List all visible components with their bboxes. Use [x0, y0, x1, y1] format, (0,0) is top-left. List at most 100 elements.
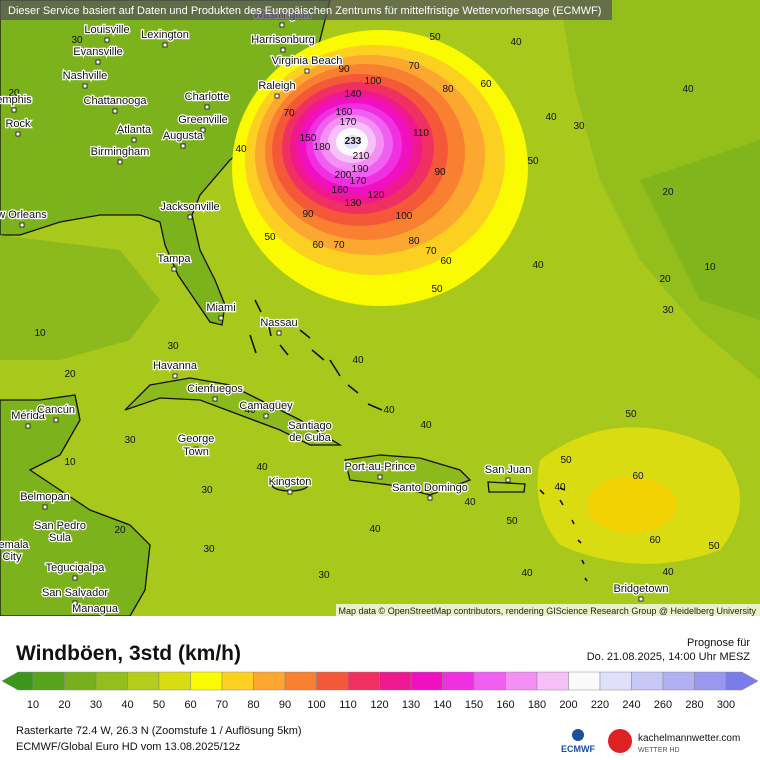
field-gulf	[0, 235, 160, 360]
contour-label: 180	[314, 142, 331, 153]
city-label: Miami	[206, 302, 235, 314]
city-dot	[131, 137, 137, 143]
legend-swatch	[347, 671, 380, 691]
attribution: Map data © OpenStreetMap contributors, r…	[339, 606, 757, 616]
city-label: Cienfuegos	[187, 383, 243, 395]
city-label: w Orleans	[0, 209, 47, 221]
city-dot	[280, 47, 286, 53]
contour-label: 50	[708, 541, 720, 552]
legend-label: 130	[402, 699, 420, 711]
city-dot	[180, 143, 186, 149]
city-dot	[104, 37, 110, 43]
city-dot	[11, 107, 17, 113]
city-dot	[187, 214, 193, 220]
contour-label: 40	[510, 37, 522, 48]
forecast-time: Do. 21.08.2025, 14:00 Uhr MESZ	[587, 651, 751, 663]
city-dot	[427, 495, 433, 501]
contour-label: 60	[312, 240, 324, 251]
contour-label: 40	[682, 84, 694, 95]
small-islands	[249, 299, 588, 582]
legend-swatch	[473, 671, 506, 691]
city-dot	[304, 68, 310, 74]
footer-title: Windböen, 3std (km/h)	[16, 642, 241, 665]
contour-label: 50	[431, 284, 443, 295]
city-label: emphis	[0, 94, 32, 106]
city-label: Cancún	[37, 404, 75, 416]
city-dot	[57, 533, 63, 539]
contour-label: 100	[396, 211, 413, 222]
city-dot	[72, 600, 78, 606]
city-dot	[9, 552, 15, 558]
city-dot	[172, 373, 178, 379]
legend-swatch	[64, 671, 97, 691]
city-label: Atlanta	[117, 124, 152, 136]
legend-swatch	[221, 671, 254, 691]
contour-label: 110	[413, 128, 429, 139]
city-label: San Juan	[485, 464, 531, 476]
legend-swatch	[158, 671, 191, 691]
contour-label: 30	[318, 570, 330, 581]
legend-label: 80	[247, 699, 259, 711]
contour-label: 60	[440, 256, 452, 267]
city-label: Belmopan	[20, 491, 70, 503]
field-caribbean-60	[587, 477, 677, 533]
model-info: ECMWF/Global Euro HD vom 13.08.2025/12z	[16, 741, 240, 753]
legend-label: 110	[339, 699, 357, 711]
city-dot	[276, 330, 282, 336]
contour-label: 40	[662, 567, 674, 578]
site-sub: WETTER HD	[638, 747, 680, 754]
contour-label: 40	[532, 260, 544, 271]
city-label: Bridgetown	[613, 583, 668, 595]
contour-label: 150	[300, 133, 317, 144]
city-label: Virginia Beach	[272, 55, 343, 67]
legend-label: 30	[90, 699, 102, 711]
legend-swatch	[536, 671, 569, 691]
city-dot	[287, 489, 293, 495]
field-20	[640, 140, 760, 320]
contour-label: 210	[353, 151, 370, 162]
contour-label: 30	[201, 485, 213, 496]
legend-label: 280	[685, 699, 703, 711]
city-label: City	[3, 551, 22, 563]
legend-label: 70	[216, 699, 228, 711]
contour-label: 50	[264, 232, 276, 243]
legend-swatch	[568, 671, 601, 691]
contour-label: 30	[167, 341, 179, 352]
contour-label: 90	[302, 209, 314, 220]
legend-swatch	[32, 671, 65, 691]
contour-label: 50	[560, 455, 572, 466]
city-dot	[505, 477, 511, 483]
contour-label: 40	[545, 112, 557, 123]
contour-label: 40	[420, 420, 432, 431]
city-dot	[93, 617, 97, 621]
city-dot	[95, 59, 101, 65]
legend-label: 10	[27, 699, 39, 711]
city-dot	[279, 22, 285, 28]
contour-label: 130	[345, 198, 362, 209]
contour-label: 70	[408, 61, 420, 72]
city-label: Sula	[49, 532, 72, 544]
city-label: San Salvador	[42, 587, 108, 599]
city-label: Camagüey	[239, 400, 293, 412]
legend-swatch	[379, 671, 412, 691]
legend: 10 20 30 40 50 60 70 80 90 100 110 120 130 140 150 160 1…	[1, 671, 759, 711]
land-central-america	[0, 394, 151, 616]
legend-label: 150	[465, 699, 483, 711]
contour-label: 10	[64, 457, 76, 468]
contour-label: 20	[8, 88, 20, 99]
disclaimer-bg	[0, 0, 612, 20]
city-label: Raleigh	[258, 80, 295, 92]
city-dot	[25, 423, 31, 429]
contour-label: 40	[521, 568, 533, 579]
city-dot	[53, 417, 59, 423]
city-label: Augusta	[163, 130, 204, 142]
legend-label: 260	[654, 699, 672, 711]
city-label: temala	[0, 539, 29, 551]
contour-label: 20	[659, 274, 671, 285]
legend-swatch	[442, 671, 475, 691]
city-label: Charlotte	[185, 91, 230, 103]
city-label: Santo Domingo	[392, 482, 468, 494]
contour-label: 170	[350, 176, 367, 187]
city-label: Port-au-Prince	[345, 461, 416, 473]
